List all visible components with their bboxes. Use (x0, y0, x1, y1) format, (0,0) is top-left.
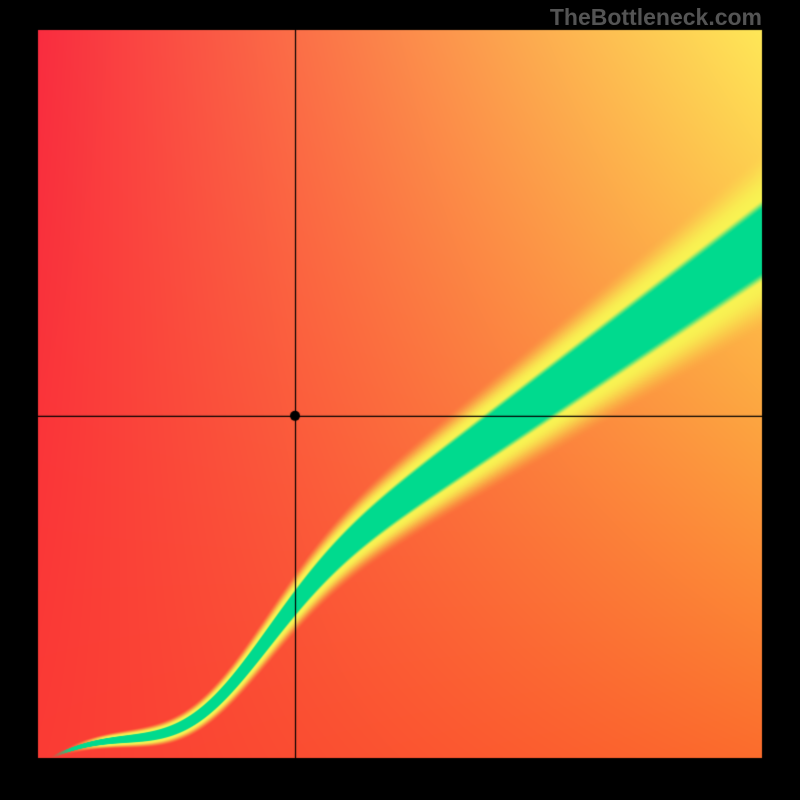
chart-container: TheBottleneck.com (0, 0, 800, 800)
heatmap-chart (0, 0, 800, 800)
watermark-text: TheBottleneck.com (550, 4, 762, 31)
